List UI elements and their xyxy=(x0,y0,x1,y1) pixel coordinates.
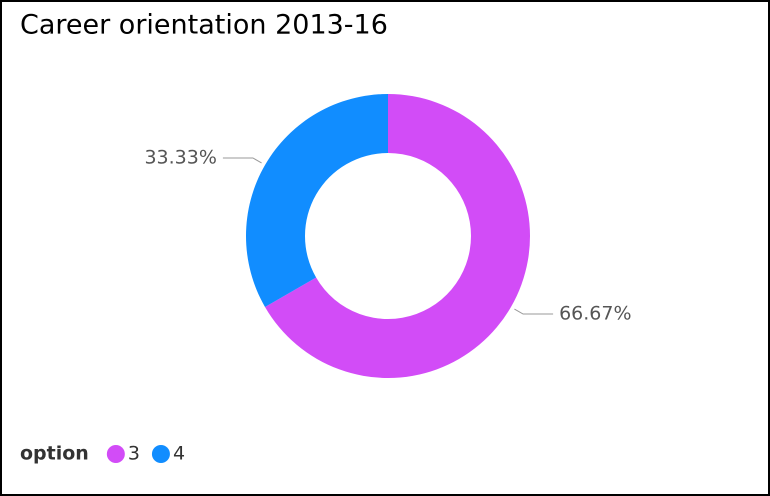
data-label: 66.67% xyxy=(559,303,631,325)
legend-swatch xyxy=(106,445,125,463)
chart-title: Career orientation 2013-16 xyxy=(20,10,388,41)
leader-line xyxy=(514,308,554,315)
data-label: 33.33% xyxy=(144,146,216,168)
legend-label: 4 xyxy=(173,443,185,465)
leader-line xyxy=(222,157,262,164)
legend-label: 3 xyxy=(128,443,140,465)
slice xyxy=(246,94,388,307)
legend-title: option xyxy=(20,443,89,465)
legend-swatch xyxy=(151,445,170,463)
slice xyxy=(265,94,530,378)
